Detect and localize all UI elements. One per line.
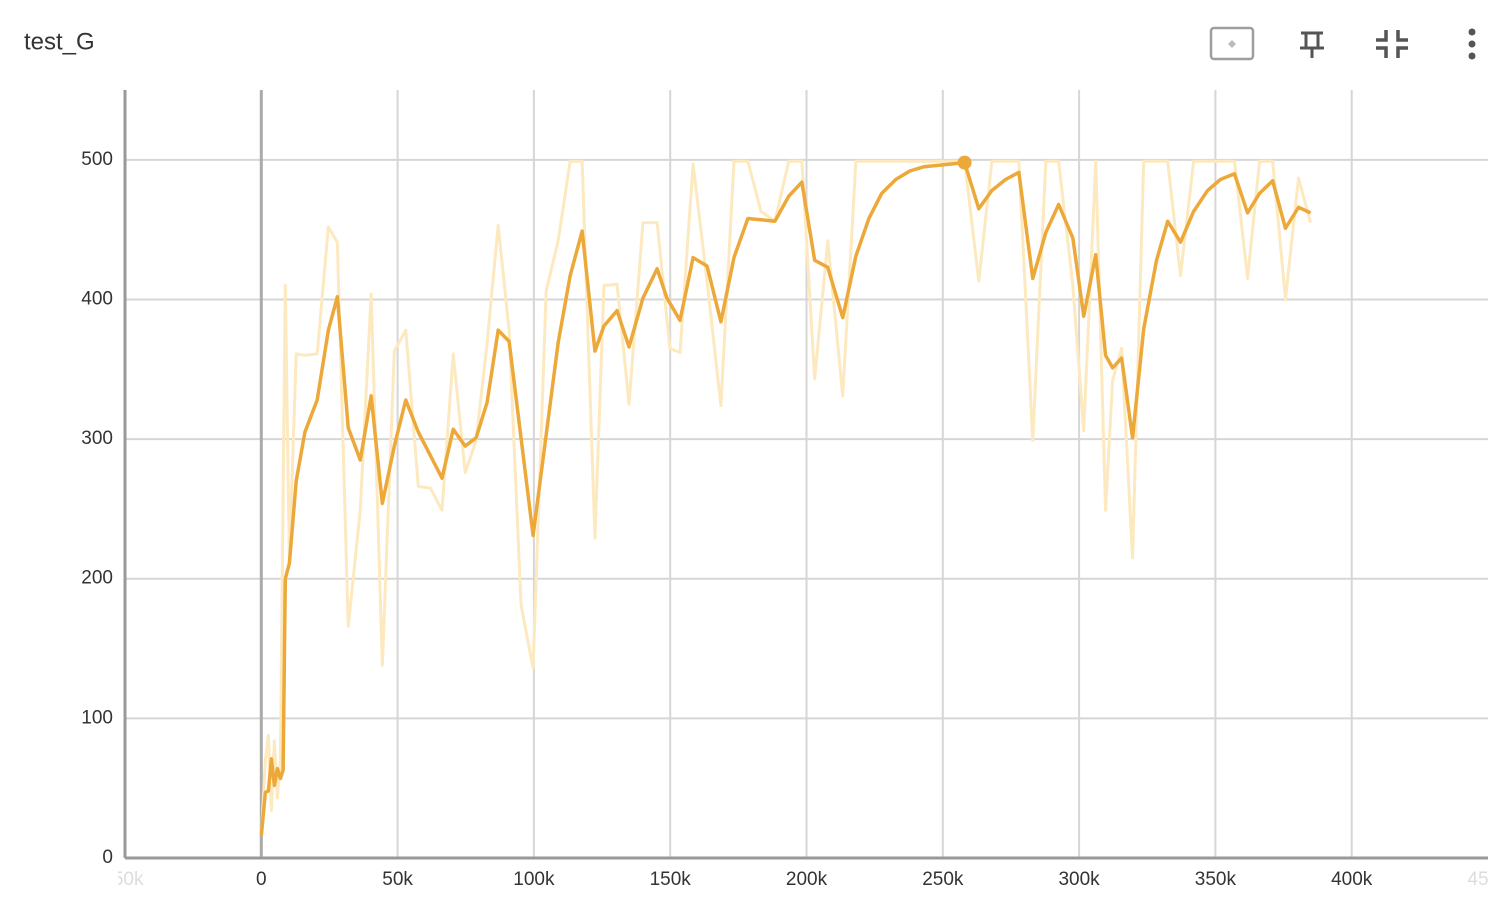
series-line — [259, 159, 1312, 836]
x-tick-label: 250k — [922, 869, 964, 890]
x-tick-label: -50k — [107, 869, 144, 890]
y-tick-label: 400 — [81, 288, 113, 309]
x-tick-label: 350k — [1195, 869, 1237, 890]
y-tick-label: 500 — [81, 149, 113, 170]
x-tick-label: 100k — [513, 869, 555, 890]
y-tick-label: 300 — [81, 428, 113, 449]
collapse-button[interactable] — [1376, 30, 1408, 58]
chart-title: test_G — [24, 28, 95, 55]
y-tick-label: 200 — [81, 568, 113, 589]
x-tick-label: 300k — [1058, 869, 1100, 890]
pin-button[interactable] — [1300, 31, 1324, 58]
more-button[interactable] — [1468, 28, 1476, 60]
x-tick-label: 400k — [1331, 869, 1373, 890]
x-tick-label: 50k — [382, 869, 413, 890]
x-tick-label: 450k — [1467, 869, 1509, 890]
y-tick-label: 0 — [102, 847, 113, 868]
fit-domain-button[interactable] — [1209, 26, 1255, 61]
x-tick-label: 0 — [256, 869, 267, 890]
series-line — [259, 160, 1312, 836]
x-tick-label: 200k — [786, 869, 828, 890]
toolbar — [1209, 26, 1476, 61]
y-tick-label: 100 — [81, 707, 113, 728]
x-tick-label: 150k — [650, 869, 692, 890]
hover-point — [957, 155, 972, 170]
